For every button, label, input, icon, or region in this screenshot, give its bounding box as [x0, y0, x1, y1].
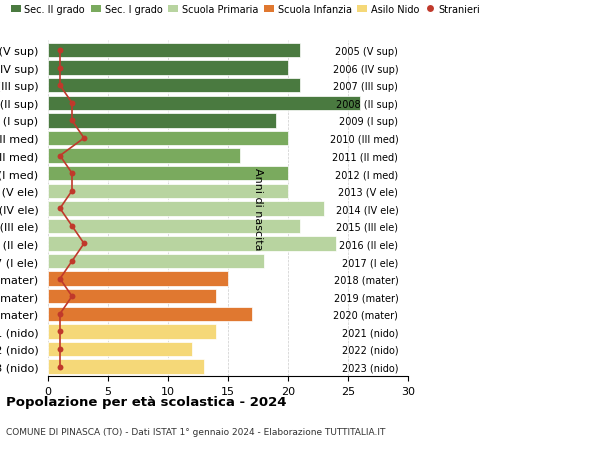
Bar	[48, 289, 216, 304]
Point	[67, 258, 77, 265]
Bar	[48, 272, 228, 286]
Legend: Sec. II grado, Sec. I grado, Scuola Primaria, Scuola Infanzia, Asilo Nido, Stran: Sec. II grado, Sec. I grado, Scuola Prim…	[11, 5, 481, 15]
Bar	[48, 202, 324, 216]
Point	[79, 240, 89, 247]
Point	[55, 65, 65, 72]
Point	[55, 82, 65, 90]
Point	[67, 293, 77, 300]
Point	[55, 205, 65, 213]
Bar	[48, 44, 300, 58]
Bar	[48, 62, 288, 76]
Bar	[48, 237, 336, 251]
Bar	[48, 79, 300, 93]
Point	[55, 310, 65, 318]
Bar	[48, 219, 300, 234]
Bar	[48, 131, 288, 146]
Point	[55, 152, 65, 160]
Point	[55, 328, 65, 336]
Point	[79, 135, 89, 142]
Y-axis label: Anni di nascita: Anni di nascita	[253, 168, 263, 250]
Point	[67, 170, 77, 178]
Bar	[48, 359, 204, 374]
Bar	[48, 184, 288, 198]
Point	[67, 100, 77, 107]
Point	[67, 188, 77, 195]
Bar	[48, 307, 252, 321]
Point	[55, 346, 65, 353]
Bar	[48, 114, 276, 129]
Text: COMUNE DI PINASCA (TO) - Dati ISTAT 1° gennaio 2024 - Elaborazione TUTTITALIA.IT: COMUNE DI PINASCA (TO) - Dati ISTAT 1° g…	[6, 427, 385, 436]
Point	[55, 275, 65, 283]
Text: Popolazione per età scolastica - 2024: Popolazione per età scolastica - 2024	[6, 395, 287, 408]
Bar	[48, 325, 216, 339]
Point	[55, 47, 65, 55]
Bar	[48, 96, 360, 111]
Bar	[48, 167, 288, 181]
Bar	[48, 149, 240, 163]
Bar	[48, 342, 192, 356]
Bar	[48, 254, 264, 269]
Point	[55, 363, 65, 370]
Point	[67, 223, 77, 230]
Point	[67, 118, 77, 125]
